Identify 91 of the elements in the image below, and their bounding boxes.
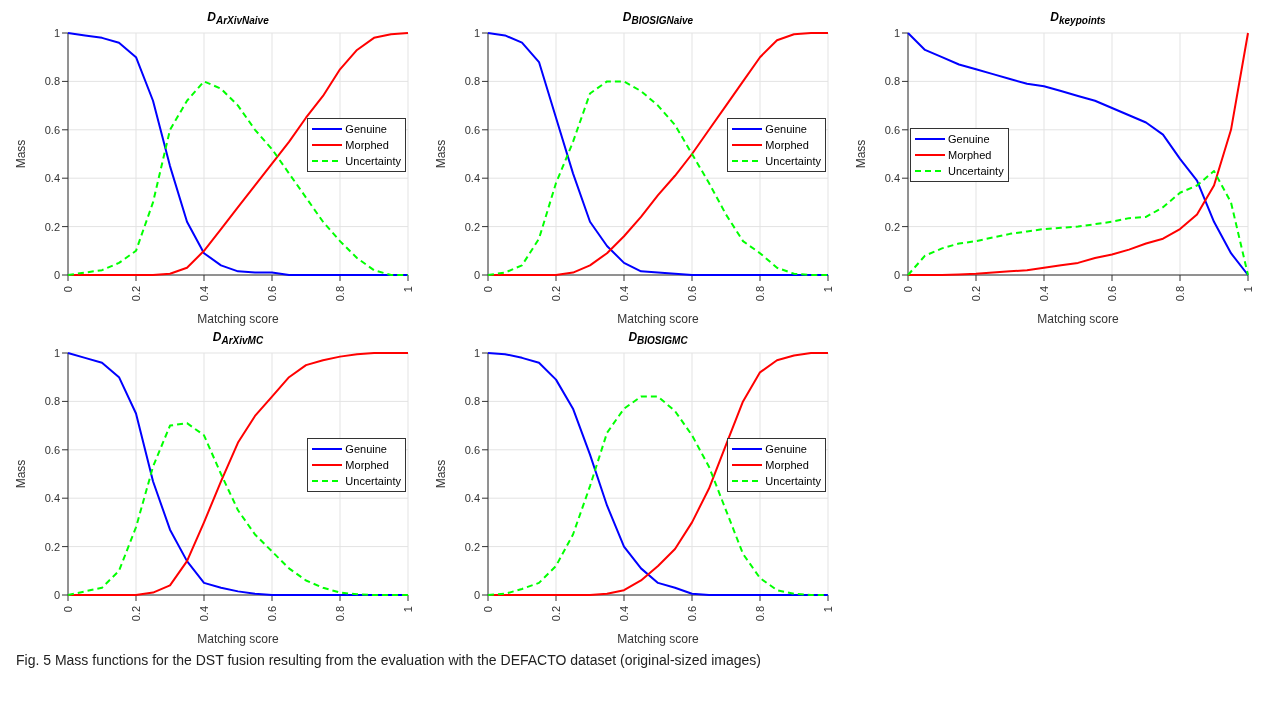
- y-axis-title: Mass: [14, 459, 29, 489]
- y-tick-label: 0: [893, 268, 900, 281]
- x-tick-label: 0.4: [198, 286, 210, 302]
- legend-label: Genuine: [765, 123, 807, 135]
- y-tick-label: 0: [473, 588, 480, 601]
- y-tick-label: 1: [473, 26, 480, 39]
- y-tick-label: 0.2: [464, 540, 480, 553]
- x-tick-label: 0.2: [550, 606, 562, 622]
- x-tick-label: 0: [62, 286, 74, 293]
- chart-title: D$_{BIOSIGNaive}$: [621, 10, 695, 27]
- legend-label: Genuine: [765, 443, 807, 455]
- x-tick-label: 0.6: [266, 286, 278, 302]
- x-tick-label: 0.6: [686, 286, 698, 302]
- x-axis-title: Matching score: [1037, 312, 1120, 326]
- y-tick-label: 0.8: [464, 395, 480, 408]
- y-axis-title: Mass: [14, 139, 29, 169]
- y-tick-label: 0: [473, 268, 480, 281]
- x-tick-label: 0.4: [1038, 286, 1050, 302]
- y-tick-label: 0.4: [464, 492, 480, 505]
- y-tick-label: 1: [53, 346, 60, 359]
- legend-label: Morphed: [765, 139, 809, 151]
- legend-label: Morphed: [765, 459, 809, 471]
- x-tick-label: 0.4: [198, 606, 210, 622]
- x-tick-label: 1: [402, 606, 414, 613]
- chart-title: D$_{BIOSIGMC}$: [627, 330, 689, 347]
- x-tick-label: 0.6: [1106, 286, 1118, 302]
- x-tick-label: 1: [822, 606, 834, 613]
- x-tick-label: 0.4: [618, 606, 630, 622]
- y-tick-label: 0.4: [44, 172, 60, 185]
- y-tick-label: 1: [53, 26, 60, 39]
- legend-label: Genuine: [345, 123, 387, 135]
- x-tick-label: 0.2: [550, 286, 562, 302]
- y-tick-label: 0.4: [44, 492, 60, 505]
- x-tick-label: 0.2: [970, 286, 982, 302]
- legend-label: Morphed: [345, 459, 389, 471]
- y-tick-label: 0.8: [44, 75, 60, 88]
- legend-label: Uncertainty: [345, 475, 401, 487]
- y-tick-label: 0.6: [464, 443, 480, 456]
- x-tick-label: 0.8: [334, 286, 346, 302]
- y-tick-label: 0: [53, 268, 60, 281]
- legend-label: Uncertainty: [948, 165, 1004, 177]
- legend-label: Morphed: [948, 149, 992, 161]
- legend-label: Uncertainty: [345, 155, 401, 167]
- y-tick-label: 0.2: [464, 220, 480, 233]
- x-tick-label: 1: [1242, 286, 1254, 293]
- legend-label: Genuine: [948, 133, 990, 145]
- x-tick-label: 0: [482, 286, 494, 293]
- y-tick-label: 0.6: [464, 123, 480, 136]
- x-tick-label: 0: [482, 606, 494, 613]
- x-tick-label: 1: [402, 286, 414, 293]
- y-tick-label: 0.8: [464, 75, 480, 88]
- y-tick-label: 0.6: [884, 123, 900, 136]
- chart-title: D$_{ArXivMC}$: [211, 330, 265, 347]
- y-tick-label: 0.2: [44, 220, 60, 233]
- x-tick-label: 0.2: [130, 606, 142, 622]
- legend-label: Uncertainty: [765, 475, 821, 487]
- y-tick-label: 0.6: [44, 443, 60, 456]
- y-tick-label: 1: [893, 26, 900, 39]
- x-tick-label: 0.8: [334, 606, 346, 622]
- y-axis-title: Mass: [434, 139, 449, 169]
- x-tick-label: 0.8: [754, 606, 766, 622]
- y-axis-title: Mass: [854, 139, 869, 169]
- x-tick-label: 0: [902, 286, 914, 293]
- x-axis-title: Matching score: [617, 632, 700, 646]
- caption: Fig. 5 Mass functions for the DST fusion resulting from the evaluation with the DEFACTO dataset (original-sized images): [15, 652, 762, 668]
- y-tick-label: 0.8: [44, 395, 60, 408]
- y-tick-label: 1: [473, 346, 480, 359]
- x-tick-label: 0.6: [266, 606, 278, 622]
- chart-title: D$_{ArXivNaive}$: [206, 10, 270, 27]
- x-tick-label: 1: [822, 286, 834, 293]
- x-tick-label: 0: [62, 606, 74, 613]
- y-tick-label: 0.8: [884, 75, 900, 88]
- y-tick-label: 0.6: [44, 123, 60, 136]
- y-tick-label: 0.2: [884, 220, 900, 233]
- y-axis-title: Mass: [434, 459, 449, 489]
- x-axis-title: Matching score: [617, 312, 700, 326]
- x-tick-label: 0.8: [1174, 286, 1186, 302]
- x-axis-title: Matching score: [197, 632, 280, 646]
- y-tick-label: 0: [53, 588, 60, 601]
- x-tick-label: 0.2: [130, 286, 142, 302]
- y-tick-label: 0.2: [44, 540, 60, 553]
- legend-label: Uncertainty: [765, 155, 821, 167]
- legend-label: Morphed: [345, 139, 389, 151]
- legend-label: Genuine: [345, 443, 387, 455]
- y-tick-label: 0.4: [464, 172, 480, 185]
- x-tick-label: 0.4: [618, 286, 630, 302]
- x-tick-label: 0.8: [754, 286, 766, 302]
- x-axis-title: Matching score: [197, 312, 280, 326]
- chart-title: D$_{keypoints}$: [1049, 10, 1107, 27]
- x-tick-label: 0.6: [686, 606, 698, 622]
- y-tick-label: 0.4: [884, 172, 900, 185]
